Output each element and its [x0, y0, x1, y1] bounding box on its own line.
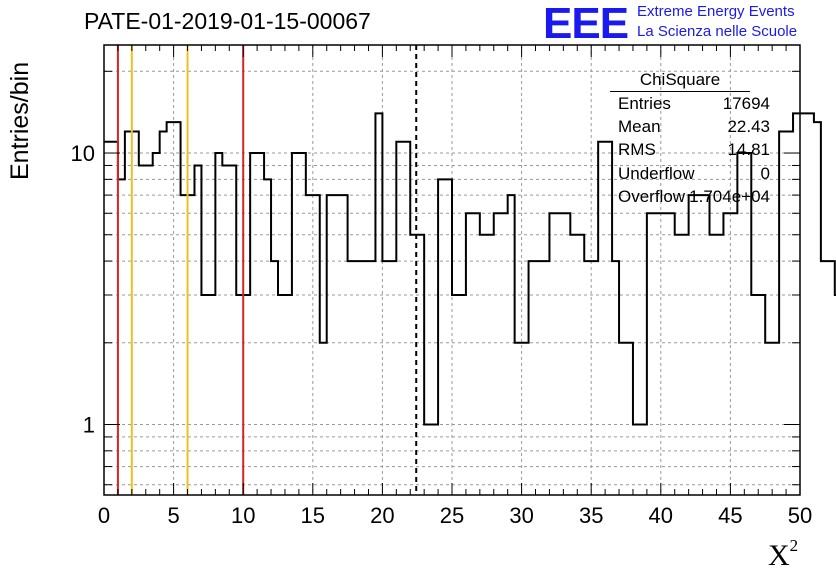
stats-value: 14.81 — [727, 140, 770, 159]
y-axis-label: Entries/bin — [6, 61, 34, 180]
stats-key: Overflow — [618, 187, 686, 206]
x-axis-label: X2 — [768, 536, 799, 572]
histogram-series — [104, 112, 836, 426]
stats-value: 22.43 — [727, 117, 770, 136]
x-tick-label: 45 — [718, 503, 742, 528]
x-tick-label: 50 — [788, 503, 812, 528]
x-tick-label: 15 — [301, 503, 325, 528]
x-tick-label: 25 — [440, 503, 464, 528]
eee-logo: EEE — [543, 0, 629, 48]
stats-value: 1.704e+04 — [689, 187, 770, 206]
x-tick-label: 20 — [370, 503, 394, 528]
stats-key: RMS — [618, 140, 656, 159]
y-tick-label: 10 — [71, 141, 95, 166]
stats-box-title: ChiSquare — [639, 70, 721, 89]
logo-line-2: La Scienza nelle Scuole — [637, 23, 798, 40]
stats-value: 17694 — [722, 94, 770, 113]
stats-key: Mean — [618, 117, 661, 136]
logo-line-1: Extreme Energy Events — [637, 3, 795, 20]
x-tick-label: 35 — [579, 503, 603, 528]
stats-key: Underflow — [618, 164, 695, 183]
x-tick-label: 5 — [167, 503, 179, 528]
stats-box-rule — [610, 91, 750, 92]
x-tick-label: 0 — [98, 503, 110, 528]
x-tick-label: 40 — [649, 503, 673, 528]
stats-value: 0 — [760, 164, 770, 183]
x-tick-label: 30 — [509, 503, 533, 528]
x-tick-label: 10 — [231, 503, 255, 528]
stats-key: Entries — [618, 94, 671, 113]
y-tick-label: 1 — [83, 413, 95, 438]
plot-title: PATE-01-2019-01-15-00067 — [84, 8, 371, 34]
